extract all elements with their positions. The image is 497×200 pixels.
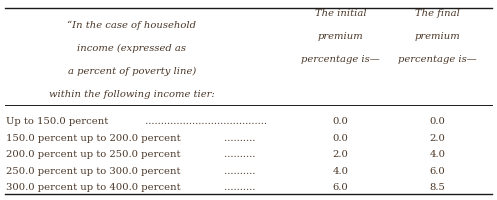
Text: 8.5: 8.5 xyxy=(429,183,445,192)
Text: The final: The final xyxy=(415,9,460,18)
Text: premium: premium xyxy=(318,32,363,41)
Text: “In the case of household: “In the case of household xyxy=(67,21,196,30)
Text: The initial: The initial xyxy=(315,9,366,18)
Text: 250.0 percent up to 300.0 percent: 250.0 percent up to 300.0 percent xyxy=(6,167,180,176)
Text: ..........: .......... xyxy=(221,167,255,176)
Text: income (expressed as: income (expressed as xyxy=(77,44,186,53)
Text: a percent of poverty line): a percent of poverty line) xyxy=(68,67,196,76)
Text: percentage is—: percentage is— xyxy=(301,55,380,64)
Text: 0.0: 0.0 xyxy=(429,117,445,126)
Text: ..........: .......... xyxy=(221,183,255,192)
Text: 300.0 percent up to 400.0 percent: 300.0 percent up to 400.0 percent xyxy=(6,183,180,192)
Text: percentage is—: percentage is— xyxy=(398,55,477,64)
Text: 6.0: 6.0 xyxy=(332,183,348,192)
Text: 0.0: 0.0 xyxy=(332,134,348,143)
Text: 0.0: 0.0 xyxy=(332,117,348,126)
Text: within the following income tier:: within the following income tier: xyxy=(49,90,215,99)
Text: 6.0: 6.0 xyxy=(429,167,445,176)
Text: 4.0: 4.0 xyxy=(429,150,445,159)
Text: 2.0: 2.0 xyxy=(429,134,445,143)
Text: Up to 150.0 percent: Up to 150.0 percent xyxy=(6,117,108,126)
Text: premium: premium xyxy=(414,32,460,41)
Text: ..........: .......... xyxy=(221,134,255,143)
Text: 150.0 percent up to 200.0 percent: 150.0 percent up to 200.0 percent xyxy=(6,134,180,143)
Text: 2.0: 2.0 xyxy=(332,150,348,159)
Text: .......................................: ....................................... xyxy=(142,117,267,126)
Text: ..........: .......... xyxy=(221,150,255,159)
Text: 4.0: 4.0 xyxy=(332,167,348,176)
Text: 200.0 percent up to 250.0 percent: 200.0 percent up to 250.0 percent xyxy=(6,150,180,159)
